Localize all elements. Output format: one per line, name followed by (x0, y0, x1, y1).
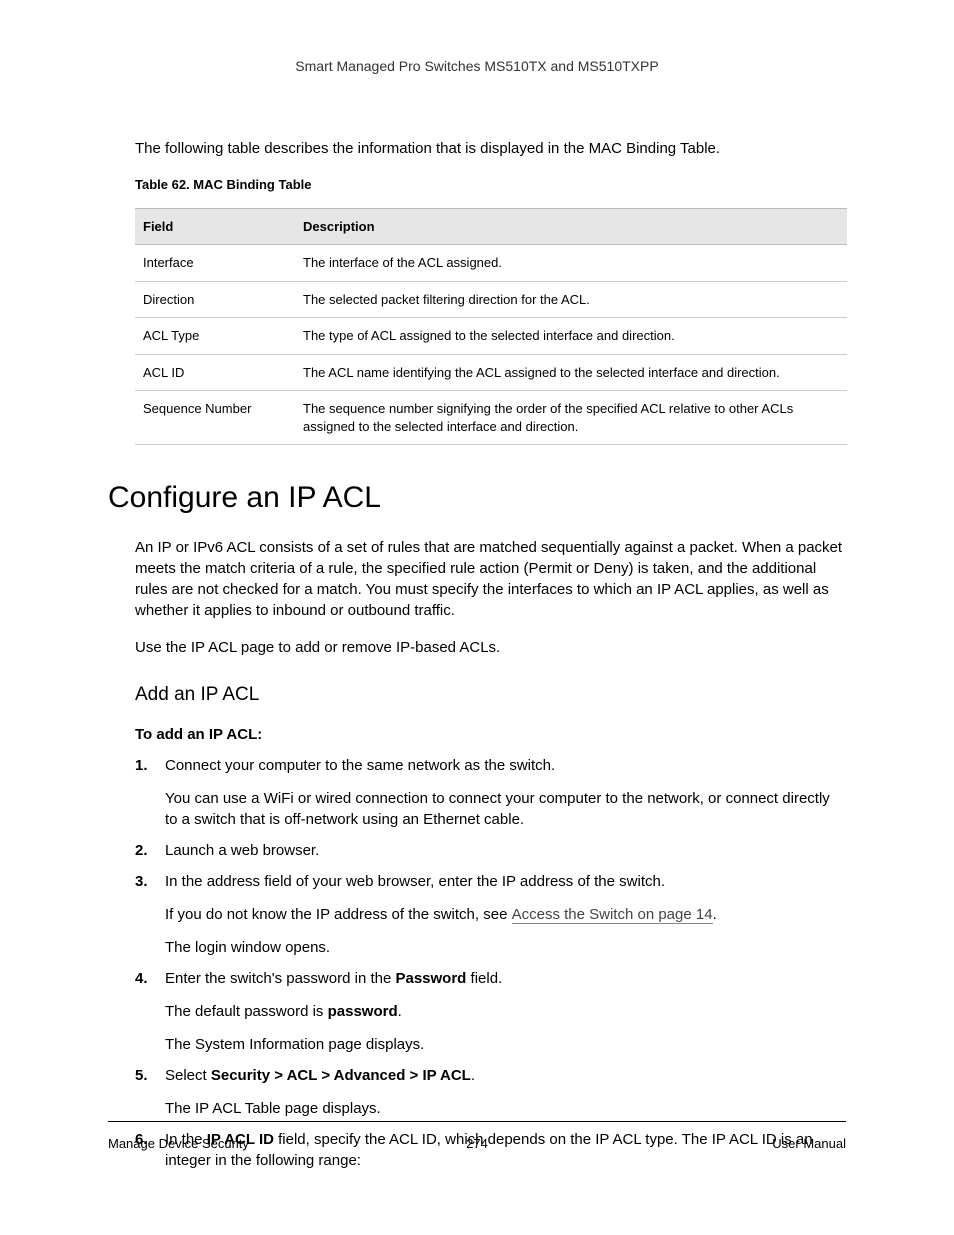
table-row: ACL Type The type of ACL assigned to the… (135, 318, 847, 355)
text-bold: password (328, 1003, 398, 1020)
section-para-2: Use the IP ACL page to add or remove IP-… (135, 637, 846, 658)
page-header: Smart Managed Pro Switches MS510TX and M… (108, 58, 846, 74)
section-para-1: An IP or IPv6 ACL consists of a set of r… (135, 537, 846, 621)
cell-field: Direction (135, 281, 295, 318)
step-text: Enter the switch's password in the Passw… (165, 970, 502, 987)
page-footer: Manage Device Security 274 User Manual (108, 1121, 846, 1151)
cell-desc: The type of ACL assigned to the selected… (295, 318, 847, 355)
text-run: Enter the switch's password in the (165, 970, 395, 987)
step-sub: The login window opens. (165, 937, 846, 958)
cell-desc: The ACL name identifying the ACL assigne… (295, 354, 847, 391)
text-bold: Password (395, 970, 466, 987)
intro-paragraph: The following table describes the inform… (135, 138, 846, 159)
step-2: 2. Launch a web browser. (135, 840, 846, 861)
text-run: The default password is (165, 1003, 328, 1020)
cell-desc: The interface of the ACL assigned. (295, 245, 847, 282)
text-run: . (398, 1003, 402, 1020)
cell-field: ACL ID (135, 354, 295, 391)
step-1: 1. Connect your computer to the same net… (135, 755, 846, 830)
step-number: 3. (135, 871, 148, 892)
table-row: ACL ID The ACL name identifying the ACL … (135, 354, 847, 391)
cell-field: ACL Type (135, 318, 295, 355)
step-4: 4. Enter the switch's password in the Pa… (135, 968, 846, 1055)
cell-desc: The sequence number signifying the order… (295, 391, 847, 445)
step-sub: If you do not know the IP address of the… (165, 904, 846, 925)
cell-field: Sequence Number (135, 391, 295, 445)
step-sub-text: If you do not know the IP address of the… (165, 906, 512, 923)
text-bold: Security > ACL > Advanced > IP ACL (211, 1067, 471, 1084)
step-sub: You can use a WiFi or wired connection t… (165, 788, 846, 830)
footer-page-number: 274 (466, 1136, 488, 1151)
footer-left: Manage Device Security (108, 1136, 249, 1151)
step-sub: The IP ACL Table page displays. (165, 1098, 846, 1119)
cell-desc: The selected packet filtering direction … (295, 281, 847, 318)
table-row: Direction The selected packet filtering … (135, 281, 847, 318)
mac-binding-table: Field Description Interface The interfac… (135, 208, 847, 445)
step-text: In the address field of your web browser… (165, 873, 665, 890)
step-text: Launch a web browser. (165, 842, 319, 859)
step-3: 3. In the address field of your web brow… (135, 871, 846, 958)
table-row: Interface The interface of the ACL assig… (135, 245, 847, 282)
text-run: . (471, 1067, 475, 1084)
step-sub: The System Information page displays. (165, 1034, 846, 1055)
col-field: Field (135, 209, 295, 245)
procedure-title: To add an IP ACL: (135, 726, 846, 743)
step-sub: The default password is password. (165, 1001, 846, 1022)
cell-field: Interface (135, 245, 295, 282)
step-sub-text: . (713, 906, 717, 923)
section-heading: Configure an IP ACL (108, 481, 846, 515)
steps-list: 1. Connect your computer to the same net… (135, 755, 846, 1171)
table-row: Sequence Number The sequence number sign… (135, 391, 847, 445)
cross-ref-link[interactable]: Access the Switch on page 14 (512, 906, 713, 924)
step-number: 5. (135, 1065, 148, 1086)
step-text: Select Security > ACL > Advanced > IP AC… (165, 1067, 475, 1084)
step-number: 4. (135, 968, 148, 989)
step-5: 5. Select Security > ACL > Advanced > IP… (135, 1065, 846, 1119)
table-caption: Table 62. MAC Binding Table (135, 177, 846, 192)
step-number: 2. (135, 840, 148, 861)
table-header-row: Field Description (135, 209, 847, 245)
subsection-heading: Add an IP ACL (135, 684, 846, 706)
step-number: 1. (135, 755, 148, 776)
step-text: Connect your computer to the same networ… (165, 757, 555, 774)
text-run: field. (466, 970, 502, 987)
footer-right: User Manual (772, 1136, 846, 1151)
col-description: Description (295, 209, 847, 245)
text-run: Select (165, 1067, 211, 1084)
